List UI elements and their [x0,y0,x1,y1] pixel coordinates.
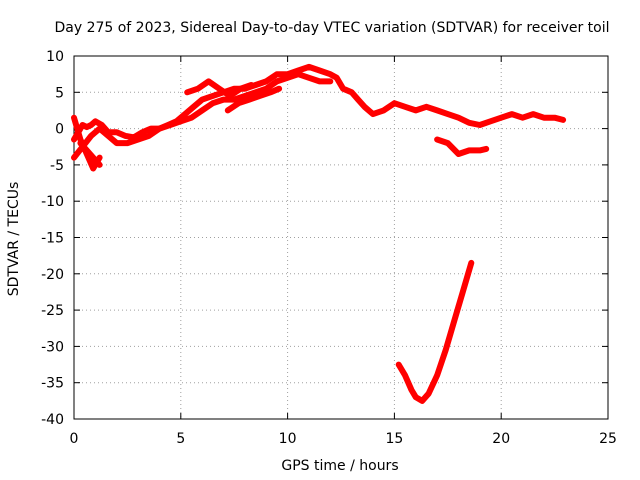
grid-layer [74,56,608,419]
tick-layer: 0 5 10 15 20 25 10 5 0 -5 -10 -15 -20 -25 -30 -35 -40 [41,49,617,447]
x-tick-label: 0 [70,431,79,447]
x-tick-label: 5 [176,431,185,447]
series-line [71,63,567,143]
y-tick-label: -20 [41,267,64,283]
chart-title: Day 275 of 2023, Sidereal Day-to-day VTE… [54,20,609,36]
series-line [77,140,103,168]
series-layer [71,63,567,404]
series-line [184,78,255,99]
series-line [224,85,283,114]
y-tick-label: -10 [41,194,64,210]
y-tick-label: -25 [41,303,64,319]
x-tick-label: 20 [492,431,510,447]
series-line [71,71,334,161]
y-tick-label: -35 [41,376,64,392]
x-tick-label: 10 [279,431,297,447]
x-tick-label: 25 [599,431,617,447]
x-tick-label: 15 [385,431,403,447]
y-tick-label: 10 [46,49,64,65]
y-tick-label: -30 [41,339,64,355]
series-line [434,136,490,157]
x-axis-label: GPS time / hours [281,458,398,474]
y-tick-label: 0 [55,122,64,138]
series-line [395,259,475,404]
y-axis-label: SDTVAR / TECUs [6,182,22,297]
y-tick-label: -40 [41,412,64,428]
y-tick-label: -15 [41,231,64,247]
y-tick-label: -5 [50,158,64,174]
y-tick-label: 5 [55,85,64,101]
